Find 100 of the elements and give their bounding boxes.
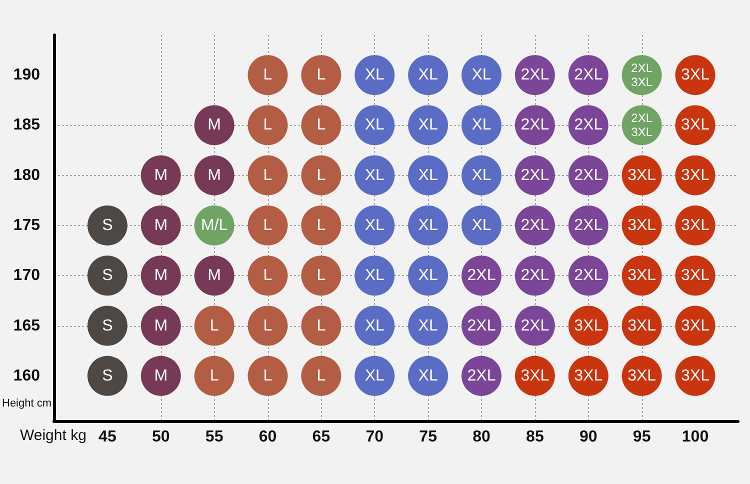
text: L: [316, 166, 326, 184]
text: L: [316, 317, 326, 334]
text: 3XL: [681, 317, 710, 334]
text: XL: [364, 317, 384, 334]
point: [301, 55, 342, 96]
text: S: [102, 367, 113, 384]
point: [194, 256, 234, 296]
text: L: [263, 267, 272, 284]
text: 3XL: [681, 216, 710, 234]
series-label: L: [263, 216, 272, 234]
text: 3XL: [574, 367, 603, 384]
text: 2XL: [574, 216, 603, 234]
x-tick-label: 100: [682, 428, 709, 446]
point: [248, 105, 288, 146]
text: 3XL: [628, 166, 656, 184]
text: 3XL: [681, 367, 710, 384]
point: [248, 55, 288, 96]
point: [87, 356, 128, 396]
text: 2XL: [574, 267, 603, 284]
point: [301, 256, 342, 296]
text: M: [154, 166, 168, 184]
y-tick-label: 190: [13, 66, 40, 84]
point: [194, 356, 234, 396]
text: 2XL: [520, 66, 550, 84]
point: [87, 256, 128, 296]
x-axis-title: Weight kg: [20, 427, 86, 444]
text: L: [263, 367, 272, 384]
y-tick-label: 170: [13, 267, 40, 284]
text: S: [102, 317, 113, 334]
point: [140, 206, 181, 246]
text: XL: [364, 216, 384, 234]
text: XL: [472, 216, 492, 234]
text: 2XL: [520, 116, 550, 134]
point: [248, 256, 288, 296]
y-tick-label: 160: [13, 367, 40, 384]
text: 3XL: [628, 317, 656, 334]
x-tick-label: 50: [152, 428, 170, 446]
x-tick-label: 95: [632, 428, 651, 446]
text: XL: [418, 116, 438, 134]
text: 3XL: [520, 367, 550, 384]
text: M: [208, 166, 221, 184]
text: 2XL: [574, 66, 603, 84]
text: XL: [418, 66, 438, 84]
x-tick-label: 55: [205, 428, 224, 446]
text: L: [316, 367, 326, 384]
text: 2XL: [520, 317, 550, 334]
point: [87, 306, 128, 346]
point: [87, 206, 128, 246]
text: M: [154, 317, 168, 334]
series-label: 3XL: [574, 317, 603, 334]
y-tick-label: 185: [13, 116, 40, 134]
text: L: [210, 367, 219, 384]
point: [301, 356, 342, 396]
text: XL: [364, 116, 384, 134]
text: XL: [418, 267, 438, 284]
x-tick-label: 70: [366, 428, 384, 446]
text: L: [263, 116, 272, 134]
point: [301, 306, 342, 346]
point: [248, 306, 288, 346]
text: M: [154, 267, 168, 284]
x-tick-label: 90: [579, 428, 598, 446]
series-label: XL: [364, 267, 385, 284]
point: [301, 155, 342, 196]
y-tick-label: 165: [13, 317, 40, 334]
text: 3XL: [628, 267, 656, 284]
text: 3XL: [681, 166, 710, 184]
text: L: [316, 116, 326, 134]
text: XL: [472, 116, 492, 134]
text: L: [210, 317, 219, 334]
text: M: [154, 367, 168, 384]
text: M: [154, 216, 168, 234]
text: 2XL: [574, 166, 603, 184]
text: XL: [364, 166, 384, 184]
point: [301, 105, 342, 146]
series-label: 2XL 3XL: [631, 61, 653, 90]
text: L: [316, 216, 326, 234]
text: XL: [418, 317, 438, 334]
series-label: S: [102, 216, 113, 234]
text: XL: [418, 166, 438, 184]
text: L: [316, 267, 326, 284]
text: L: [263, 317, 272, 334]
series-label: M/L: [200, 216, 228, 234]
text: 3XL: [628, 216, 656, 234]
y-tick-label: 180: [13, 166, 40, 184]
text: S: [102, 267, 113, 284]
text: 3XL: [628, 367, 656, 384]
point: [194, 306, 234, 346]
y-tick-label: 175: [13, 216, 40, 234]
x-tick-label: 45: [98, 428, 116, 446]
point: [140, 356, 181, 396]
text: 3XL: [681, 116, 710, 134]
point: [194, 105, 234, 146]
text: M: [208, 267, 221, 284]
text: 2XL: [574, 116, 603, 134]
x-tick-label: 75: [419, 428, 438, 446]
point: [301, 206, 342, 246]
text: XL: [364, 367, 384, 384]
x-tick-label: 65: [312, 428, 330, 446]
text: 3XL: [681, 267, 710, 284]
text: XL: [472, 166, 492, 184]
